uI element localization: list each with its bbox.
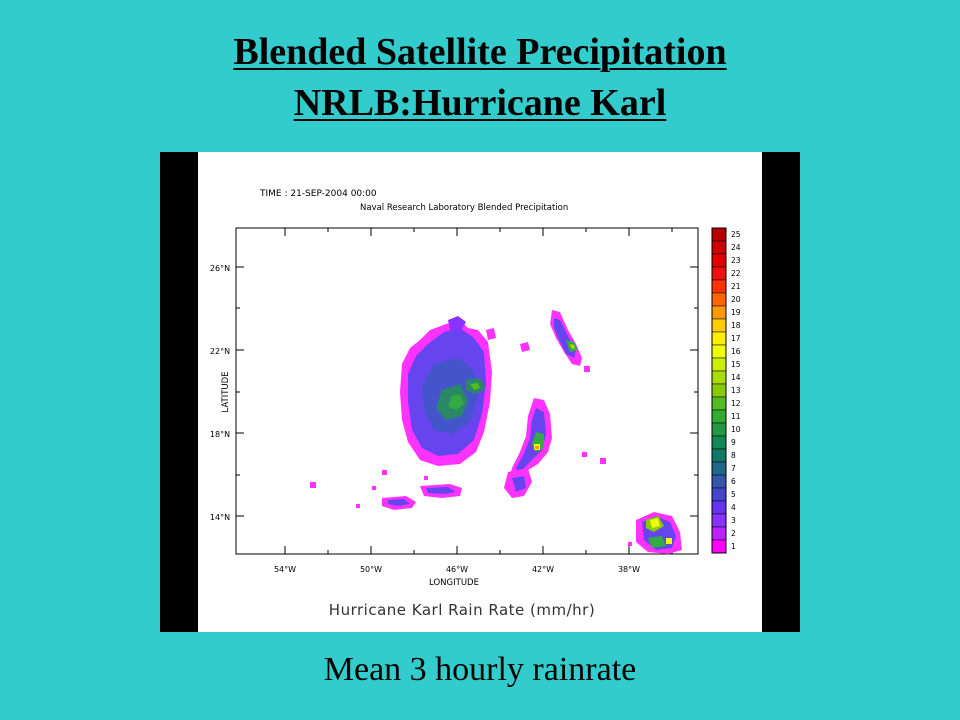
- colorbar-swatch: [711, 487, 727, 502]
- colorbar-swatch: [711, 331, 727, 346]
- colorbar-swatch: [711, 253, 727, 268]
- colorbar-label: 12: [731, 399, 741, 408]
- x-tick-label: 42°W: [532, 565, 554, 574]
- colorbar-label: 19: [731, 308, 741, 317]
- x-tick-label: 50°W: [360, 565, 382, 574]
- colorbar-swatch: [711, 266, 727, 281]
- y-tick-label: 18°N: [210, 430, 230, 439]
- colorbar-label: 10: [731, 425, 741, 434]
- colorbar-label: 5: [731, 490, 736, 499]
- colorbar-label: 2: [731, 529, 736, 538]
- colorbar-swatch: [711, 396, 727, 411]
- colorbar-swatch: [711, 227, 727, 242]
- precipitation-field: [310, 310, 682, 554]
- time-label: TIME : 21-SEP-2004 00:00: [259, 189, 377, 199]
- colorbar-label: 3: [731, 516, 736, 525]
- colorbar-swatch: [711, 370, 727, 385]
- colorbar-swatch: [711, 526, 727, 541]
- colorbar-label: 16: [731, 347, 741, 356]
- colorbar-swatch: [711, 279, 727, 294]
- colorbar-swatch: [711, 240, 727, 255]
- x-tick-label: 38°W: [618, 565, 640, 574]
- colorbar-label: 15: [731, 360, 741, 369]
- map-panel: TIME : 21-SEP-2004 00:00 Naval Research …: [198, 152, 762, 632]
- map-bottom-title: Hurricane Karl Rain Rate (mm/hr): [329, 601, 595, 619]
- colorbar-swatch: [711, 409, 727, 424]
- source-label: Naval Research Laboratory Blended Precip…: [360, 203, 568, 213]
- colorbar-swatch: [711, 357, 727, 372]
- slide-title-line2: NRLB:Hurricane Karl: [293, 82, 667, 124]
- y-tick-label: 26°N: [210, 264, 230, 273]
- colorbar-label: 9: [731, 438, 736, 447]
- colorbar-swatch: [711, 383, 727, 398]
- colorbar-label: 14: [731, 373, 741, 382]
- y-axis-label: LATITUDE: [221, 371, 231, 412]
- colorbar-label: 23: [731, 256, 741, 265]
- precipitation-map: TIME : 21-SEP-2004 00:00 Naval Research …: [210, 189, 741, 619]
- x-axis-label: LONGITUDE: [429, 578, 479, 588]
- colorbar-swatch: [711, 435, 727, 450]
- colorbar-label: 20: [731, 295, 741, 304]
- colorbar-label: 17: [731, 334, 741, 343]
- slide-title-line1: Blended Satellite Precipitation: [233, 31, 727, 73]
- colorbar-label: 4: [731, 503, 736, 512]
- colorbar-swatch: [711, 305, 727, 320]
- colorbar-swatch: [711, 422, 727, 437]
- colorbar-swatch: [711, 292, 727, 307]
- colorbar-swatch: [711, 344, 727, 359]
- colorbar-label: 25: [731, 230, 741, 239]
- x-tick-label: 46°W: [446, 565, 468, 574]
- colorbar-swatch: [711, 500, 727, 515]
- colorbar-swatch: [711, 318, 727, 333]
- y-tick-label: 14°N: [210, 513, 230, 522]
- x-tick-label: 54°W: [274, 565, 296, 574]
- colorbar-label: 22: [731, 269, 741, 278]
- colorbar-label: 1: [731, 542, 736, 551]
- colorbar-label: 24: [731, 243, 741, 252]
- colorbar-label: 13: [731, 386, 741, 395]
- colorbar-swatch: [711, 513, 727, 528]
- colorbar-label: 7: [731, 464, 736, 473]
- colorbar: 2524232221201918171615141312111098765432…: [711, 227, 741, 554]
- colorbar-label: 18: [731, 321, 741, 330]
- colorbar-swatch: [711, 539, 727, 554]
- map-frame: TIME : 21-SEP-2004 00:00 Naval Research …: [160, 152, 800, 632]
- colorbar-frame: [711, 227, 727, 554]
- colorbar-swatch: [711, 448, 727, 463]
- colorbar-label: 6: [731, 477, 736, 486]
- colorbar-label: 11: [731, 412, 741, 421]
- slide-caption: Mean 3 hourly rainrate: [323, 651, 637, 688]
- y-tick-label: 22°N: [210, 347, 230, 356]
- colorbar-swatch: [711, 461, 727, 476]
- colorbar-swatch: [711, 474, 727, 489]
- colorbar-label: 8: [731, 451, 736, 460]
- colorbar-label: 21: [731, 282, 741, 291]
